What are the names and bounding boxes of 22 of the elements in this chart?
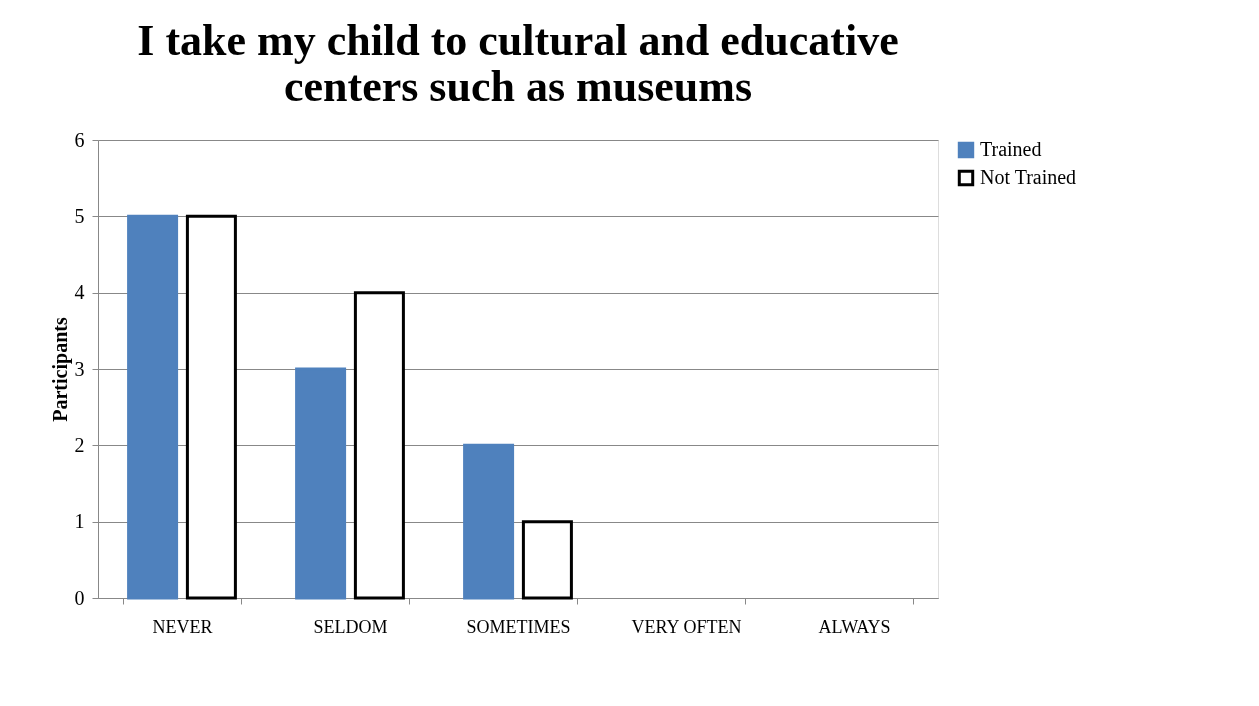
bar: [127, 214, 179, 600]
bar: [463, 443, 515, 600]
bar: [353, 291, 405, 600]
y-tick-label: 0: [74, 586, 85, 609]
y-tick-label: 5: [74, 204, 85, 227]
x-tick-label: VERY OFTEN: [631, 616, 742, 637]
y-tick-label: 2: [74, 433, 85, 456]
text: I take my child to cultural and educative: [137, 16, 899, 65]
x-tick-label: SOMETIMES: [466, 616, 571, 637]
x-tick-label: ALWAYS: [818, 616, 891, 637]
bar: [295, 367, 347, 600]
x-tick-label: NEVER: [152, 616, 213, 637]
legend-label: Trained: [980, 138, 1042, 160]
y-tick-label: 3: [74, 357, 85, 380]
bar: [185, 214, 237, 600]
y-tick-label: 6: [74, 128, 85, 151]
x-tick-label: SELDOM: [313, 616, 388, 637]
y-tick-label: 1: [74, 510, 85, 533]
legend-label: Not Trained: [980, 166, 1077, 188]
y-axis-title: Participants: [48, 317, 72, 422]
bar: [521, 520, 573, 600]
y-tick-label: 4: [74, 281, 85, 304]
